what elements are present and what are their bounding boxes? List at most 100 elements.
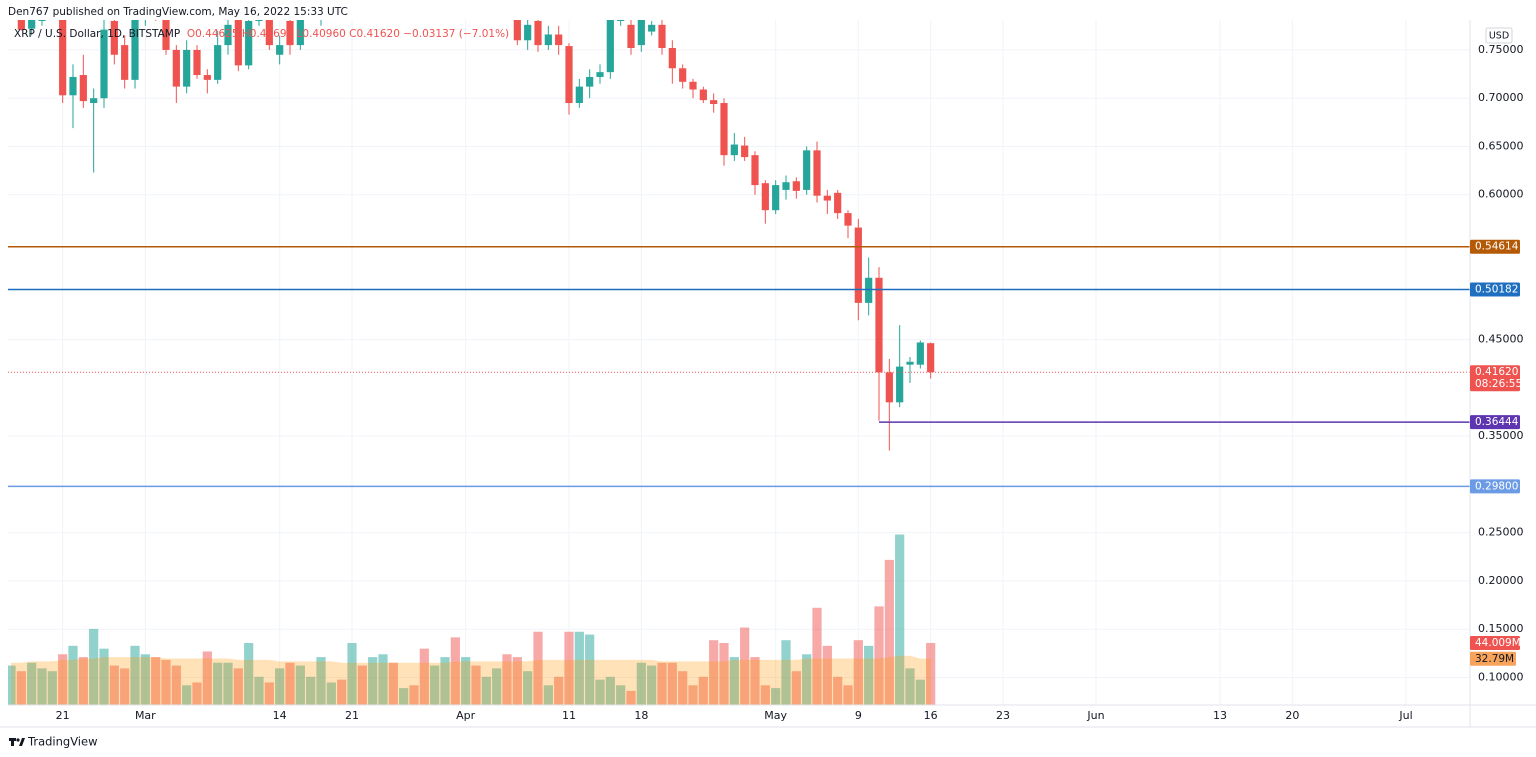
currency-label: USD — [1489, 31, 1509, 42]
candle-body — [710, 100, 718, 104]
volume-bar — [574, 631, 584, 705]
volume-bar — [326, 682, 336, 705]
volume-bar — [626, 690, 636, 705]
y-tick-label: 0.60000 — [1478, 188, 1524, 201]
x-tick-label: 18 — [634, 709, 648, 722]
volume-bar — [182, 685, 192, 705]
x-tick-label: 11 — [562, 709, 576, 722]
volume-bar — [750, 657, 760, 705]
volume-bar — [306, 676, 316, 705]
volume-bar — [492, 668, 502, 705]
volume-bar — [295, 665, 305, 705]
candle-body — [224, 24, 232, 46]
candle-body — [720, 103, 728, 156]
volume-bar — [843, 685, 853, 705]
x-tick-label: 16 — [924, 709, 938, 722]
x-tick-label: 9 — [855, 709, 862, 722]
volume-bar — [678, 671, 688, 705]
volume-bar — [8, 665, 16, 705]
candle-body — [751, 155, 759, 186]
volume-bar — [688, 685, 698, 705]
x-tick-label: Apr — [456, 709, 476, 722]
volume-bar — [884, 559, 894, 705]
candle-body — [606, 20, 614, 73]
volume-bar — [347, 643, 357, 705]
x-tick-label: 21 — [56, 709, 70, 722]
volume-bar — [523, 671, 533, 705]
candle-body — [100, 29, 108, 99]
volume-bar — [316, 657, 326, 705]
candle-body — [906, 361, 914, 365]
candle-body — [265, 20, 273, 46]
volume-bar — [771, 688, 781, 705]
candle-body — [648, 24, 656, 32]
candle-body — [586, 76, 594, 87]
volume-ma-label-bg — [1470, 651, 1516, 666]
publish-header: Den767 published on TradingView.com, May… — [8, 6, 348, 18]
volume-bar — [161, 659, 171, 705]
currency-box — [1485, 27, 1513, 44]
volume-bar — [151, 657, 161, 705]
volume-bar — [874, 606, 884, 705]
volume-bar — [192, 682, 202, 705]
volume-bar — [461, 657, 471, 705]
candle-body — [916, 342, 924, 365]
volume-bar — [915, 679, 925, 705]
x-tick-label: 14 — [273, 709, 287, 722]
x-tick-label: May — [764, 709, 787, 722]
candle-body — [617, 20, 625, 21]
candle-body — [658, 24, 666, 48]
y-tick-label: 0.75000 — [1478, 43, 1524, 56]
x-tick-label: 23 — [996, 709, 1010, 722]
volume-bar — [895, 534, 905, 705]
volume-bar — [833, 676, 843, 705]
candle-body — [761, 183, 769, 211]
volume-bar — [564, 631, 574, 705]
volume-bar — [533, 631, 543, 705]
volume-bar — [440, 657, 450, 705]
candle-body — [317, 0, 324, 2]
volume-ma-area — [11, 655, 931, 705]
volume-bar — [853, 640, 863, 705]
candle-body — [172, 49, 180, 87]
volume-bar — [120, 668, 130, 705]
candle-body — [699, 89, 707, 101]
candle-body — [823, 195, 831, 201]
candle-body — [255, 20, 263, 21]
candle-body — [730, 144, 738, 156]
x-tick-label: Mar — [135, 709, 156, 722]
volume-bar — [27, 662, 37, 705]
x-tick-label: 20 — [1285, 709, 1299, 722]
volume-bar — [812, 607, 822, 705]
volume-ma-label: 32.79M — [1475, 653, 1514, 665]
candle-body — [834, 192, 842, 214]
volume-bar — [667, 662, 677, 705]
y-tick-label: 0.35000 — [1478, 429, 1524, 442]
level-label: 0.54614 — [1475, 241, 1519, 253]
candle-body — [803, 150, 811, 190]
last-price-bg — [1470, 365, 1520, 392]
volume-bar — [99, 648, 109, 705]
candle-body — [90, 98, 98, 104]
candle-body — [28, 20, 36, 29]
candle-body — [844, 213, 852, 226]
volume-bar — [709, 640, 719, 705]
symbol: XRP / U.S. Dollar, 1D, BITSTAMP — [14, 28, 181, 40]
candle-body — [689, 81, 697, 90]
candle-body — [110, 20, 118, 55]
y-tick-label: 0.45000 — [1478, 333, 1524, 346]
candle-body — [555, 34, 563, 46]
y-tick-label: 0.65000 — [1478, 139, 1524, 152]
volume-bar — [47, 671, 57, 705]
volume-bar — [285, 662, 295, 705]
candle-body — [875, 277, 883, 373]
volume-bar — [430, 665, 440, 705]
volume-bar — [68, 645, 78, 705]
candle-body — [854, 227, 862, 303]
volume-bar — [58, 654, 68, 705]
level-label-bg — [1470, 415, 1520, 430]
candle-body — [234, 20, 242, 66]
level-label-bg — [1470, 479, 1520, 494]
level-label: 0.36444 — [1475, 416, 1519, 428]
candle-body — [245, 20, 253, 66]
